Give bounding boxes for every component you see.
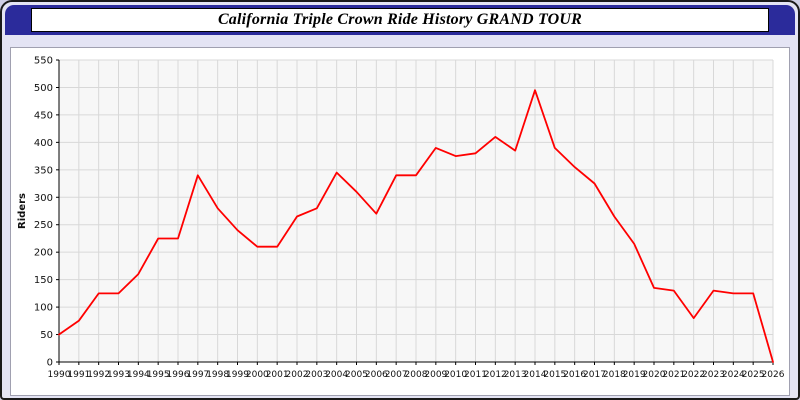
x-tick-label: 2017 <box>583 370 606 380</box>
page-title: California Triple Crown Ride History GRA… <box>217 11 583 28</box>
x-tick-label: 1995 <box>147 370 170 380</box>
y-tick-label: 100 <box>34 303 53 314</box>
header-bar: California Triple Crown Ride History GRA… <box>5 5 795 35</box>
y-axis-label: Riders <box>17 193 28 229</box>
x-tick-label: 2014 <box>524 370 547 380</box>
x-tick-label: 2013 <box>504 370 527 380</box>
x-tick-label: 2019 <box>623 370 646 380</box>
x-tick-label: 1998 <box>206 370 229 380</box>
x-tick-label: 2001 <box>266 370 289 380</box>
x-tick-label: 2004 <box>325 370 348 380</box>
x-tick-label: 2003 <box>305 370 328 380</box>
x-tick-label: 2007 <box>385 370 408 380</box>
y-tick-label: 50 <box>40 330 53 341</box>
x-tick-label: 1994 <box>127 370 150 380</box>
x-tick-label: 1990 <box>48 370 71 380</box>
y-tick-label: 450 <box>34 110 53 121</box>
x-tick-label: 2024 <box>722 370 745 380</box>
y-tick-label: 400 <box>34 138 53 149</box>
x-tick-label: 2010 <box>444 370 467 380</box>
x-tick-label: 2006 <box>365 370 388 380</box>
y-tick-label: 150 <box>34 275 53 286</box>
x-tick-label: 1991 <box>67 370 90 380</box>
x-tick-label: 2025 <box>742 370 765 380</box>
y-tick-label: 300 <box>34 193 53 204</box>
x-tick-label: 2015 <box>543 370 566 380</box>
title-box: California Triple Crown Ride History GRA… <box>31 8 769 32</box>
y-tick-label: 200 <box>34 248 53 259</box>
riders-line <box>58 89 774 363</box>
x-tick-label: 2026 <box>762 370 785 380</box>
x-tick-label: 1999 <box>226 370 249 380</box>
x-tick-label: 2023 <box>702 370 725 380</box>
y-tick-label: 0 <box>47 358 53 369</box>
x-tick-label: 2020 <box>643 370 666 380</box>
x-tick-label: 1992 <box>87 370 110 380</box>
x-tick-label: 2016 <box>563 370 586 380</box>
y-tick-label: 550 <box>34 56 53 67</box>
y-tick-label: 250 <box>34 220 53 231</box>
x-tick-label: 1996 <box>167 370 190 380</box>
x-tick-label: 1997 <box>186 370 209 380</box>
x-tick-label: 2018 <box>603 370 626 380</box>
x-tick-label: 2022 <box>682 370 705 380</box>
x-tick-label: 2009 <box>424 370 447 380</box>
chart-panel: 0 50 100 150 200 250 300 350 400 450 500 550 1990 199… <box>10 47 790 396</box>
x-tick-label: 2012 <box>484 370 507 380</box>
riders-line-chart: 0501001502002503003504004505005501990199… <box>17 56 785 381</box>
x-tick-label: 2000 <box>246 370 269 380</box>
y-tick-label: 350 <box>34 165 53 176</box>
x-tick-label: 2005 <box>345 370 368 380</box>
x-tick-label: 2008 <box>405 370 428 380</box>
y-tick-label: 500 <box>34 83 53 94</box>
x-tick-label: 2021 <box>662 370 685 380</box>
x-tick-label: 1993 <box>107 370 130 380</box>
x-tick-label: 2011 <box>464 370 487 380</box>
x-tick-label: 2002 <box>286 370 309 380</box>
